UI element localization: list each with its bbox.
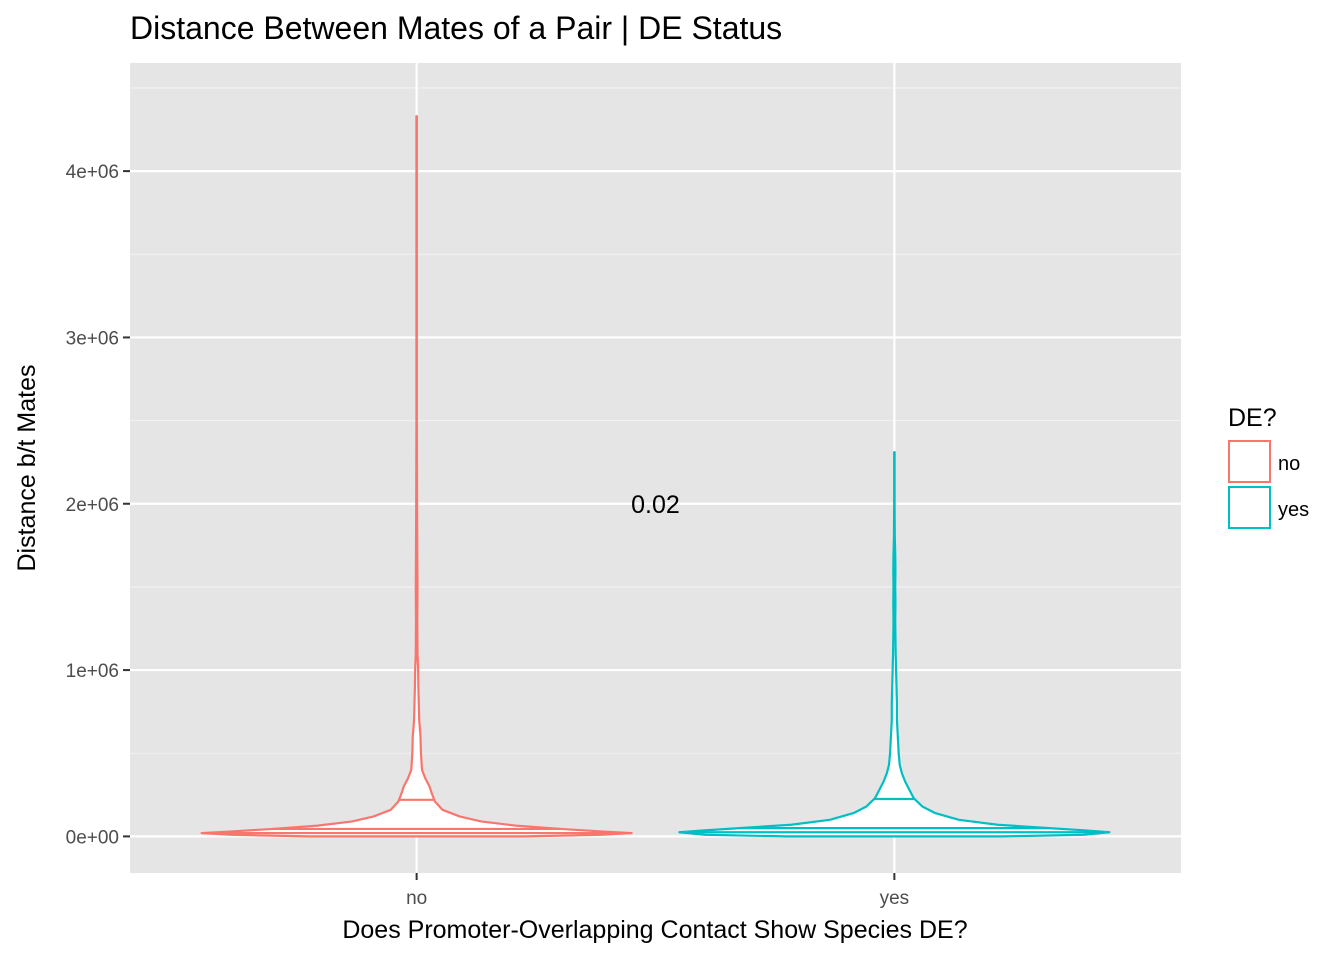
legend-title: DE?: [1228, 404, 1277, 432]
y-tick-label: 0e+00: [66, 827, 119, 848]
violins: [200, 115, 1111, 838]
legend-entry-no: no: [1228, 440, 1300, 483]
y-axis-title: Distance b/t Mates: [13, 364, 41, 571]
y-axis: 0e+00 1e+06 2e+06 3e+06 4e+06: [66, 162, 130, 848]
legend-label-yes: yes: [1278, 499, 1309, 521]
legend-label-no: no: [1278, 453, 1300, 475]
grid-minor: [130, 87, 1181, 754]
y-tick-label: 3e+06: [66, 328, 119, 349]
legend: DE? no yes: [1228, 404, 1309, 529]
y-tick-label: 4e+06: [66, 162, 119, 183]
legend-key-yes: [1228, 486, 1271, 529]
legend-key-no: [1228, 440, 1271, 483]
legend-entry-yes: yes: [1228, 486, 1309, 529]
x-axis: no yes: [406, 873, 909, 909]
chart-title: Distance Between Mates of a Pair | DE St…: [130, 10, 782, 46]
y-tick-label: 1e+06: [66, 661, 119, 682]
x-tick-label: yes: [880, 888, 910, 909]
y-tick-label: 2e+06: [66, 495, 119, 516]
violin-no: [200, 115, 633, 838]
p-value-annotation: 0.02: [631, 491, 680, 519]
panel-background: [130, 63, 1181, 873]
x-tick-label: no: [406, 888, 427, 909]
x-axis-title: Does Promoter-Overlapping Contact Show S…: [342, 916, 967, 944]
